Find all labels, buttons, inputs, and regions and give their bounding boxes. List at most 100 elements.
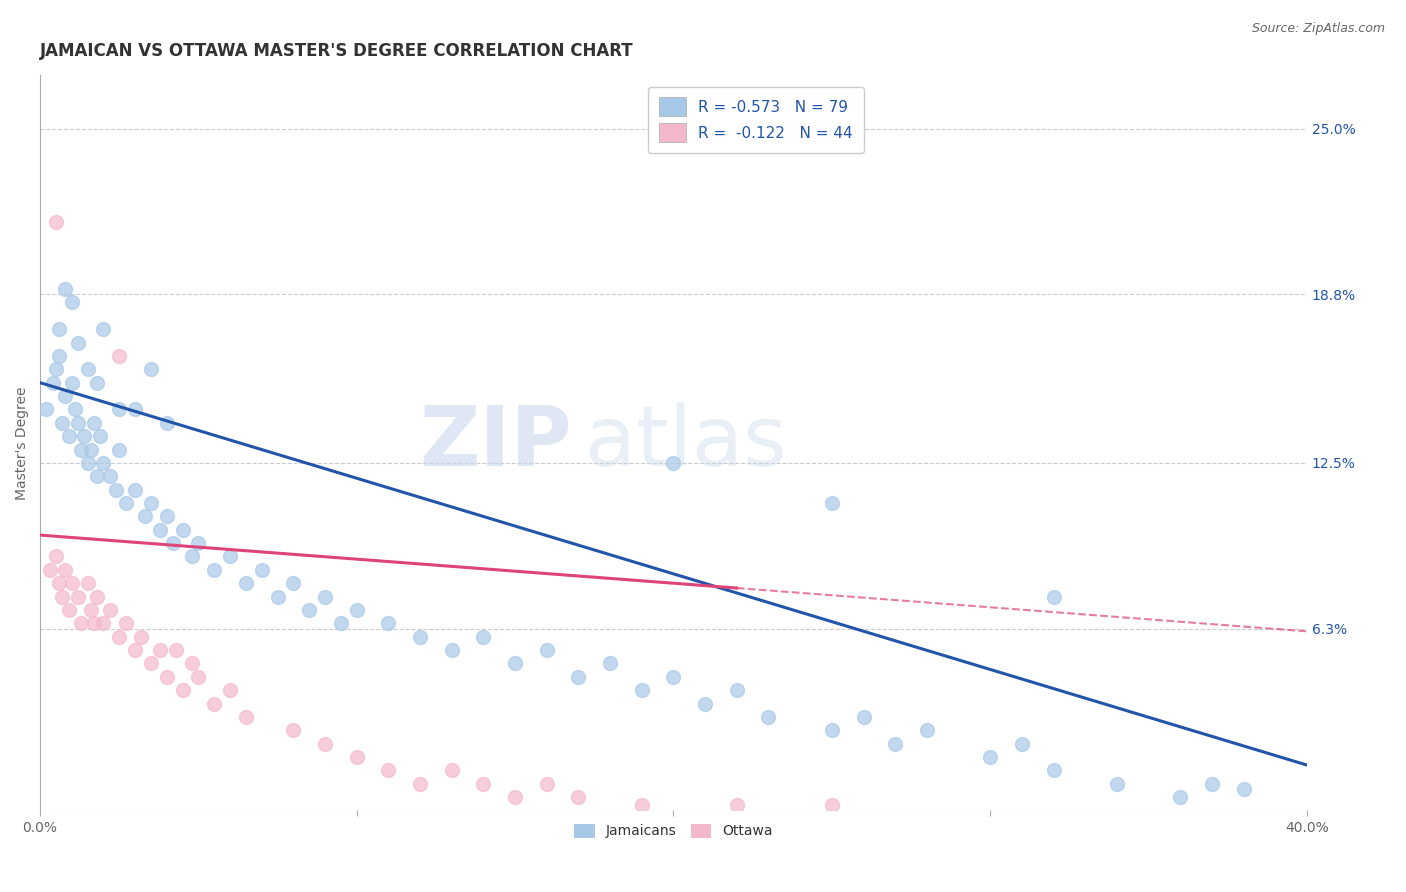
Point xyxy=(70,442,93,457)
Point xyxy=(134,509,156,524)
Point xyxy=(124,483,146,497)
Point xyxy=(1042,764,1064,778)
Point xyxy=(108,630,131,644)
Point xyxy=(536,643,558,657)
Point xyxy=(67,335,90,350)
Point xyxy=(93,322,115,336)
Point xyxy=(35,402,58,417)
Point xyxy=(86,469,108,483)
Point xyxy=(48,349,70,363)
Point xyxy=(266,590,288,604)
Point xyxy=(51,590,73,604)
Point xyxy=(440,764,463,778)
Point xyxy=(235,576,257,591)
Text: atlas: atlas xyxy=(585,402,786,483)
Point xyxy=(662,670,685,684)
Point xyxy=(80,603,103,617)
Point xyxy=(76,576,98,591)
Legend: Jamaicans, Ottawa: Jamaicans, Ottawa xyxy=(568,818,779,844)
Point xyxy=(89,429,111,443)
Point xyxy=(567,790,589,805)
Point xyxy=(979,750,1001,764)
Point xyxy=(114,496,136,510)
Point xyxy=(58,429,80,443)
Point xyxy=(314,590,336,604)
Point xyxy=(55,282,77,296)
Point xyxy=(149,643,172,657)
Point xyxy=(695,697,717,711)
Point xyxy=(758,710,780,724)
Point xyxy=(821,496,844,510)
Point xyxy=(377,616,399,631)
Point xyxy=(45,362,67,376)
Point xyxy=(60,576,83,591)
Point xyxy=(172,683,194,698)
Point xyxy=(346,750,368,764)
Point xyxy=(472,630,495,644)
Point xyxy=(124,643,146,657)
Point xyxy=(1168,790,1191,805)
Point xyxy=(1105,777,1128,791)
Point xyxy=(884,737,907,751)
Point xyxy=(472,777,495,791)
Point xyxy=(235,710,257,724)
Point xyxy=(105,483,128,497)
Point xyxy=(1042,590,1064,604)
Point xyxy=(67,416,90,430)
Point xyxy=(1201,777,1223,791)
Point xyxy=(70,616,93,631)
Point xyxy=(377,764,399,778)
Point xyxy=(139,657,162,671)
Point xyxy=(915,723,938,738)
Point xyxy=(58,603,80,617)
Point xyxy=(108,349,131,363)
Point xyxy=(124,402,146,417)
Point xyxy=(67,590,90,604)
Point xyxy=(725,798,748,813)
Point xyxy=(76,456,98,470)
Point xyxy=(63,402,86,417)
Point xyxy=(60,295,83,310)
Point xyxy=(73,429,96,443)
Point xyxy=(630,798,652,813)
Point xyxy=(156,416,179,430)
Point xyxy=(630,683,652,698)
Point xyxy=(187,670,209,684)
Point xyxy=(108,442,131,457)
Point xyxy=(60,376,83,390)
Point xyxy=(131,630,153,644)
Point xyxy=(93,456,115,470)
Point xyxy=(156,670,179,684)
Point xyxy=(48,576,70,591)
Point xyxy=(139,496,162,510)
Y-axis label: Master's Degree: Master's Degree xyxy=(15,386,30,500)
Point xyxy=(172,523,194,537)
Point xyxy=(108,402,131,417)
Point xyxy=(1011,737,1033,751)
Point xyxy=(536,777,558,791)
Point xyxy=(51,416,73,430)
Point xyxy=(503,657,526,671)
Point xyxy=(83,616,105,631)
Point xyxy=(599,657,621,671)
Point xyxy=(298,603,321,617)
Text: ZIP: ZIP xyxy=(419,402,572,483)
Point xyxy=(162,536,184,550)
Point xyxy=(38,563,60,577)
Point xyxy=(852,710,875,724)
Point xyxy=(821,798,844,813)
Point xyxy=(330,616,353,631)
Point xyxy=(55,563,77,577)
Point xyxy=(409,630,432,644)
Point xyxy=(76,362,98,376)
Point xyxy=(440,643,463,657)
Point xyxy=(181,549,204,564)
Point xyxy=(93,616,115,631)
Point xyxy=(42,376,65,390)
Point xyxy=(98,469,121,483)
Point xyxy=(149,523,172,537)
Point xyxy=(409,777,432,791)
Point xyxy=(45,215,67,229)
Point xyxy=(165,643,187,657)
Point xyxy=(48,322,70,336)
